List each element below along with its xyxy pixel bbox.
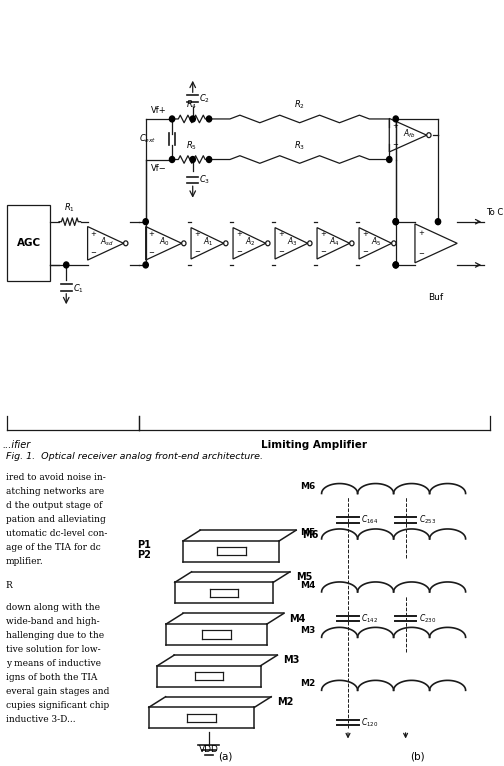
Text: $C_1$: $C_1$ [73,283,84,295]
Text: M3: M3 [283,656,299,666]
Text: M4: M4 [289,614,306,624]
Text: wide-band and high-: wide-band and high- [6,617,99,627]
Text: −: − [418,251,424,257]
Text: +: + [392,123,398,129]
Text: hallenging due to the: hallenging due to the [6,631,104,640]
Text: VDD: VDD [199,745,219,755]
Text: $R_5$: $R_5$ [186,139,197,152]
Text: −: − [236,249,242,255]
Circle shape [393,262,398,268]
Text: +: + [149,231,154,237]
Text: $A_1$: $A_1$ [203,236,214,248]
Circle shape [207,116,212,122]
Text: tive solution for low-: tive solution for low- [6,645,100,654]
Text: y means of inductive: y means of inductive [6,660,101,668]
Circle shape [143,219,148,224]
Text: M6: M6 [302,531,319,541]
Circle shape [169,116,175,122]
Text: inductive 3-D...: inductive 3-D... [6,715,76,725]
Text: +: + [418,230,424,235]
Circle shape [64,262,69,268]
Text: ired to avoid noise in-: ired to avoid noise in- [6,473,105,482]
Text: Vf−: Vf− [151,164,166,173]
Text: −: − [320,249,326,255]
Text: $C_{ext}$: $C_{ext}$ [139,133,157,146]
Text: M3: M3 [300,626,316,635]
Text: Fig. 1.  Optical receiver analog front-end architecture.: Fig. 1. Optical receiver analog front-en… [6,452,263,461]
Text: d the output stage of: d the output stage of [6,501,102,509]
Text: $C_{142}$: $C_{142}$ [361,612,379,624]
Text: −: − [392,142,398,148]
Text: Buf: Buf [428,293,444,302]
Circle shape [393,219,398,224]
Text: +: + [194,231,200,237]
Circle shape [190,156,196,162]
Text: mplifier.: mplifier. [6,557,43,566]
Text: M2: M2 [277,697,293,707]
Text: M6: M6 [300,482,316,491]
Text: pation and alleviating: pation and alleviating [6,515,105,524]
Text: $A_5$: $A_5$ [371,236,382,248]
Text: −: − [362,249,368,255]
Text: Limiting Amplifier: Limiting Amplifier [261,440,367,450]
Text: $C_{253}$: $C_{253}$ [419,514,436,526]
Circle shape [393,116,398,122]
Text: −: − [278,249,284,255]
Text: R: R [6,581,13,590]
Circle shape [435,219,440,224]
Text: everal gain stages and: everal gain stages and [6,687,109,696]
Text: atching networks are: atching networks are [6,486,104,496]
Text: M5: M5 [296,572,312,582]
Text: M4: M4 [300,581,316,590]
Text: −: − [194,249,200,255]
Text: down along with the: down along with the [6,604,100,612]
Text: $A_2$: $A_2$ [245,236,256,248]
Bar [7,205,50,281]
Text: $R_1$: $R_1$ [65,201,75,214]
Text: $A_4$: $A_4$ [329,236,340,248]
Text: utomatic dc-level con-: utomatic dc-level con- [6,529,107,538]
Text: +: + [320,231,326,237]
Text: Vf+: Vf+ [151,106,166,115]
Text: $A_{sd}$: $A_{sd}$ [100,236,113,248]
Text: cupies significant chip: cupies significant chip [6,702,109,710]
Text: $C_{164}$: $C_{164}$ [361,514,379,526]
Text: ...ifier: ...ifier [3,440,31,450]
Circle shape [207,156,212,162]
Text: $A_3$: $A_3$ [287,236,298,248]
Text: igns of both the TIA: igns of both the TIA [6,673,97,683]
Text: $C_3$: $C_3$ [200,174,211,186]
Text: To CDR: To CDR [486,208,504,218]
Text: $C_2$: $C_2$ [200,92,211,105]
Text: +: + [236,231,242,237]
Text: $C_{120}$: $C_{120}$ [361,716,379,728]
Circle shape [387,156,392,162]
Text: $A_0$: $A_0$ [159,236,170,248]
Text: age of the TIA for dc: age of the TIA for dc [6,542,100,552]
Text: AGC: AGC [17,238,41,248]
Text: −: − [91,250,96,256]
Text: $A_{fb}$: $A_{fb}$ [403,128,415,140]
Text: M5: M5 [300,528,316,537]
Text: $R_3$: $R_3$ [294,139,305,152]
Text: P1: P1 [137,539,151,549]
Circle shape [393,219,398,224]
Circle shape [143,262,148,268]
Text: +: + [278,231,284,237]
Circle shape [190,116,196,122]
Text: M2: M2 [300,679,316,688]
Text: $C_{230}$: $C_{230}$ [419,612,436,624]
Text: P2: P2 [137,550,151,560]
Text: $R_4$: $R_4$ [186,99,198,111]
Circle shape [393,262,398,268]
Text: $R_2$: $R_2$ [294,99,305,111]
Circle shape [169,156,175,162]
Text: −: − [149,250,154,256]
Text: +: + [91,231,96,237]
Text: (b): (b) [410,751,425,761]
Text: (a): (a) [218,751,233,761]
Text: +: + [362,231,368,237]
